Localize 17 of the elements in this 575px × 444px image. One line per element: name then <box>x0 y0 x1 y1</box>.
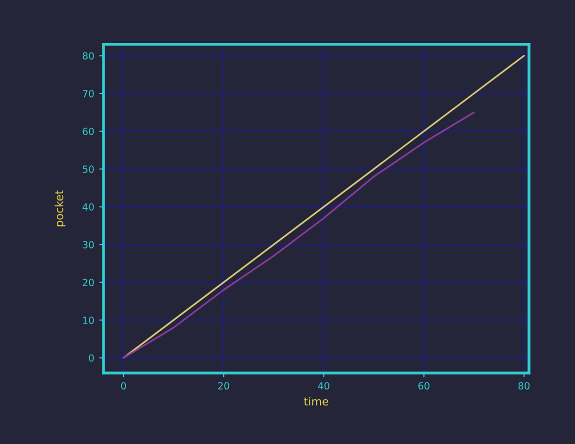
y-tick-label: 20 <box>82 278 94 286</box>
x-tick-label: 80 <box>518 382 530 390</box>
x-tick-label: 0 <box>121 382 126 390</box>
y-tick-label: 0 <box>88 354 94 362</box>
y-tick-label: 40 <box>82 203 94 211</box>
x-tick-label: 60 <box>418 382 430 390</box>
x-axis-title: time <box>304 396 328 406</box>
x-tick-label: 20 <box>218 382 230 390</box>
y-tick-label: 70 <box>82 90 94 98</box>
x-tick-label: 40 <box>318 382 330 390</box>
y-tick-label: 80 <box>82 52 94 60</box>
y-tick-label: 30 <box>82 241 94 248</box>
y-tick-label: 60 <box>82 128 94 136</box>
y-tick-label: 50 <box>82 166 94 173</box>
line-series <box>122 112 475 359</box>
y-axis-title: pocket <box>54 190 66 226</box>
y-tick-label: 10 <box>83 316 94 324</box>
